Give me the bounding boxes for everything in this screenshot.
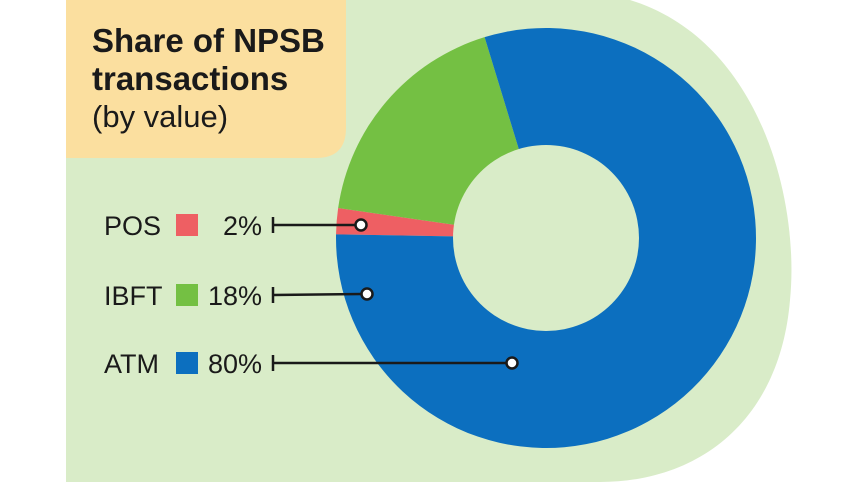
donut-hole [453,145,639,331]
leader-dot-ibft [360,287,374,301]
legend-label-pos: POS [104,211,161,241]
legend-swatch-atm [176,352,198,374]
legend-value-pos: 2% [223,211,262,241]
title-box [66,0,346,158]
leader-line-ibft [272,292,363,297]
leader-dot-pos [354,218,368,232]
chart-title-line-2: transactions [92,60,288,97]
legend: POS 2% IBFT 18% ATM 80% [104,211,519,379]
legend-value-ibft: 18% [208,281,262,311]
legend-label-atm: ATM [104,349,159,379]
legend-swatch-pos [176,214,198,236]
leader-dot-atm [505,356,519,370]
chart-title-line-1: Share of NPSB [92,22,325,59]
chart-subtitle: (by value) [92,99,228,134]
legend-swatch-ibft [176,284,198,306]
legend-value-atm: 80% [208,349,262,379]
legend-label-ibft: IBFT [104,281,163,311]
